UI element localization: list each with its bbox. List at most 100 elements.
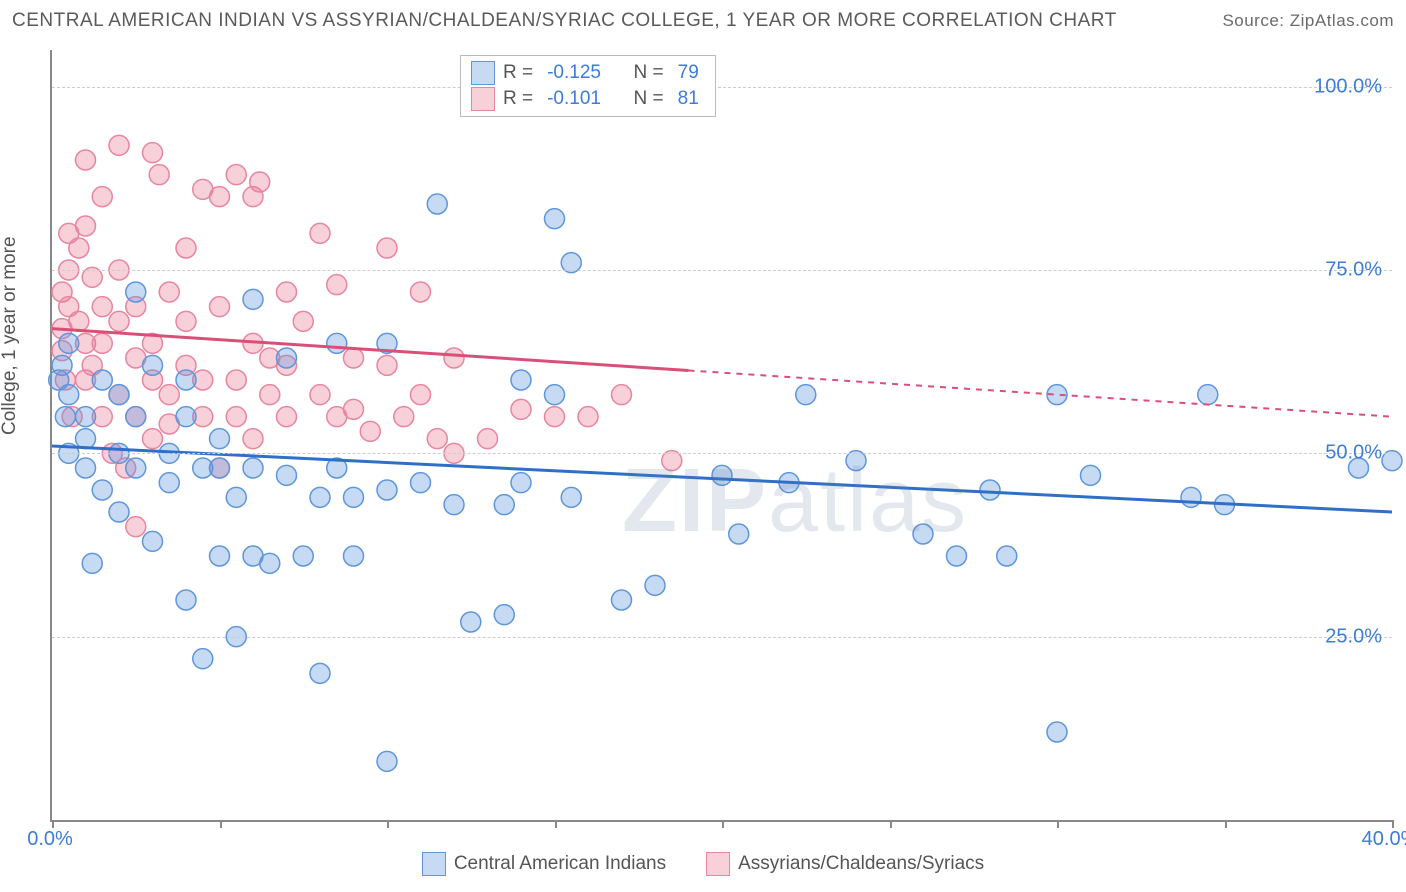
scatter-point-series2: [511, 399, 531, 419]
scatter-point-series1: [143, 355, 163, 375]
chart-title: CENTRAL AMERICAN INDIAN VS ASSYRIAN/CHAL…: [12, 10, 1117, 32]
y-tick-label: 75.0%: [1325, 259, 1382, 282]
scatter-point-series2: [344, 399, 364, 419]
scatter-point-series2: [260, 385, 280, 405]
gridline: [52, 453, 1392, 454]
scatter-point-series1: [796, 385, 816, 405]
trendline-series1: [52, 446, 1392, 512]
legend-r-label: R =: [503, 62, 533, 84]
scatter-point-series1: [210, 546, 230, 566]
scatter-point-series1: [193, 649, 213, 669]
legend-n-value: 79: [678, 62, 699, 84]
scatter-point-series2: [310, 223, 330, 243]
scatter-point-series1: [327, 333, 347, 353]
scatter-point-series2: [126, 517, 146, 537]
scatter-point-series2: [411, 282, 431, 302]
scatter-point-series2: [545, 407, 565, 427]
legend-swatch: [706, 852, 730, 876]
scatter-point-series1: [411, 473, 431, 493]
x-tick-label: 40.0%: [1362, 828, 1406, 851]
scatter-point-series2: [344, 348, 364, 368]
scatter-point-series2: [612, 385, 632, 405]
scatter-point-series2: [76, 216, 96, 236]
scatter-point-series2: [578, 407, 598, 427]
scatter-point-series1: [176, 407, 196, 427]
scatter-point-series2: [427, 429, 447, 449]
legend-item: Assyrians/Chaldeans/Syriacs: [706, 852, 984, 876]
scatter-point-series1: [545, 385, 565, 405]
scatter-point-series1: [226, 487, 246, 507]
scatter-point-series1: [126, 282, 146, 302]
legend-item: Central American Indians: [422, 852, 666, 876]
legend-row: R = -0.125 N = 79: [471, 60, 705, 86]
scatter-point-series1: [1081, 465, 1101, 485]
scatter-point-series2: [226, 165, 246, 185]
x-tick: [52, 820, 54, 828]
x-tick: [555, 820, 557, 828]
scatter-point-series2: [243, 429, 263, 449]
scatter-point-series2: [411, 385, 431, 405]
scatter-point-series2: [377, 355, 397, 375]
scatter-point-series2: [394, 407, 414, 427]
scatter-point-series1: [126, 407, 146, 427]
scatter-point-series1: [92, 370, 112, 390]
scatter-point-series1: [293, 546, 313, 566]
scatter-point-series1: [444, 495, 464, 515]
scatter-point-series2: [159, 385, 179, 405]
legend-label: Central American Indians: [454, 853, 666, 875]
scatter-point-series2: [310, 385, 330, 405]
scatter-point-series2: [226, 370, 246, 390]
scatter-point-series2: [250, 172, 270, 192]
scatter-point-series1: [712, 465, 732, 485]
scatter-point-series2: [478, 429, 498, 449]
source-attribution: Source: ZipAtlas.com: [1222, 11, 1394, 31]
x-tick: [1225, 820, 1227, 828]
scatter-point-series1: [143, 531, 163, 551]
scatter-point-series2: [143, 429, 163, 449]
legend-swatch: [422, 852, 446, 876]
scatter-point-series1: [377, 751, 397, 771]
scatter-point-series2: [360, 421, 380, 441]
scatter-point-series1: [109, 385, 129, 405]
scatter-point-series1: [176, 590, 196, 610]
x-tick: [387, 820, 389, 828]
scatter-point-series1: [494, 605, 514, 625]
scatter-point-series1: [1198, 385, 1218, 405]
scatter-point-series1: [494, 495, 514, 515]
legend-swatch: [471, 61, 495, 85]
scatter-point-series1: [277, 465, 297, 485]
scatter-point-series1: [159, 473, 179, 493]
correlation-legend: R =-0.125 N =79 R =-0.101 N =81: [460, 55, 716, 117]
x-tick: [722, 820, 724, 828]
scatter-point-series1: [344, 487, 364, 507]
legend-swatch: [471, 87, 495, 111]
scatter-point-series1: [260, 553, 280, 573]
scatter-point-series2: [109, 311, 129, 331]
scatter-point-series1: [310, 487, 330, 507]
legend-r-value: -0.125: [547, 62, 601, 84]
scatter-point-series2: [69, 311, 89, 331]
scatter-point-series1: [511, 473, 531, 493]
scatter-point-series2: [149, 165, 169, 185]
scatter-point-series1: [729, 524, 749, 544]
scatter-point-series1: [461, 612, 481, 632]
scatter-point-series2: [176, 238, 196, 258]
scatter-point-series1: [126, 458, 146, 478]
scatter-point-series1: [82, 553, 102, 573]
scatter-point-series1: [545, 209, 565, 229]
scatter-point-series1: [997, 546, 1017, 566]
scatter-point-series1: [377, 480, 397, 500]
scatter-point-series2: [143, 143, 163, 163]
gridline: [52, 87, 1392, 88]
scatter-point-series1: [210, 458, 230, 478]
legend-n-value: 81: [678, 88, 699, 110]
scatter-point-series1: [913, 524, 933, 544]
legend-label: Assyrians/Chaldeans/Syriacs: [738, 853, 984, 875]
gridline: [52, 270, 1392, 271]
scatter-point-series1: [76, 458, 96, 478]
scatter-point-series1: [52, 355, 72, 375]
legend-n-label: N =: [634, 62, 664, 84]
scatter-point-series2: [327, 275, 347, 295]
x-tick: [220, 820, 222, 828]
series-legend: Central American Indians Assyrians/Chalde…: [0, 852, 1406, 876]
